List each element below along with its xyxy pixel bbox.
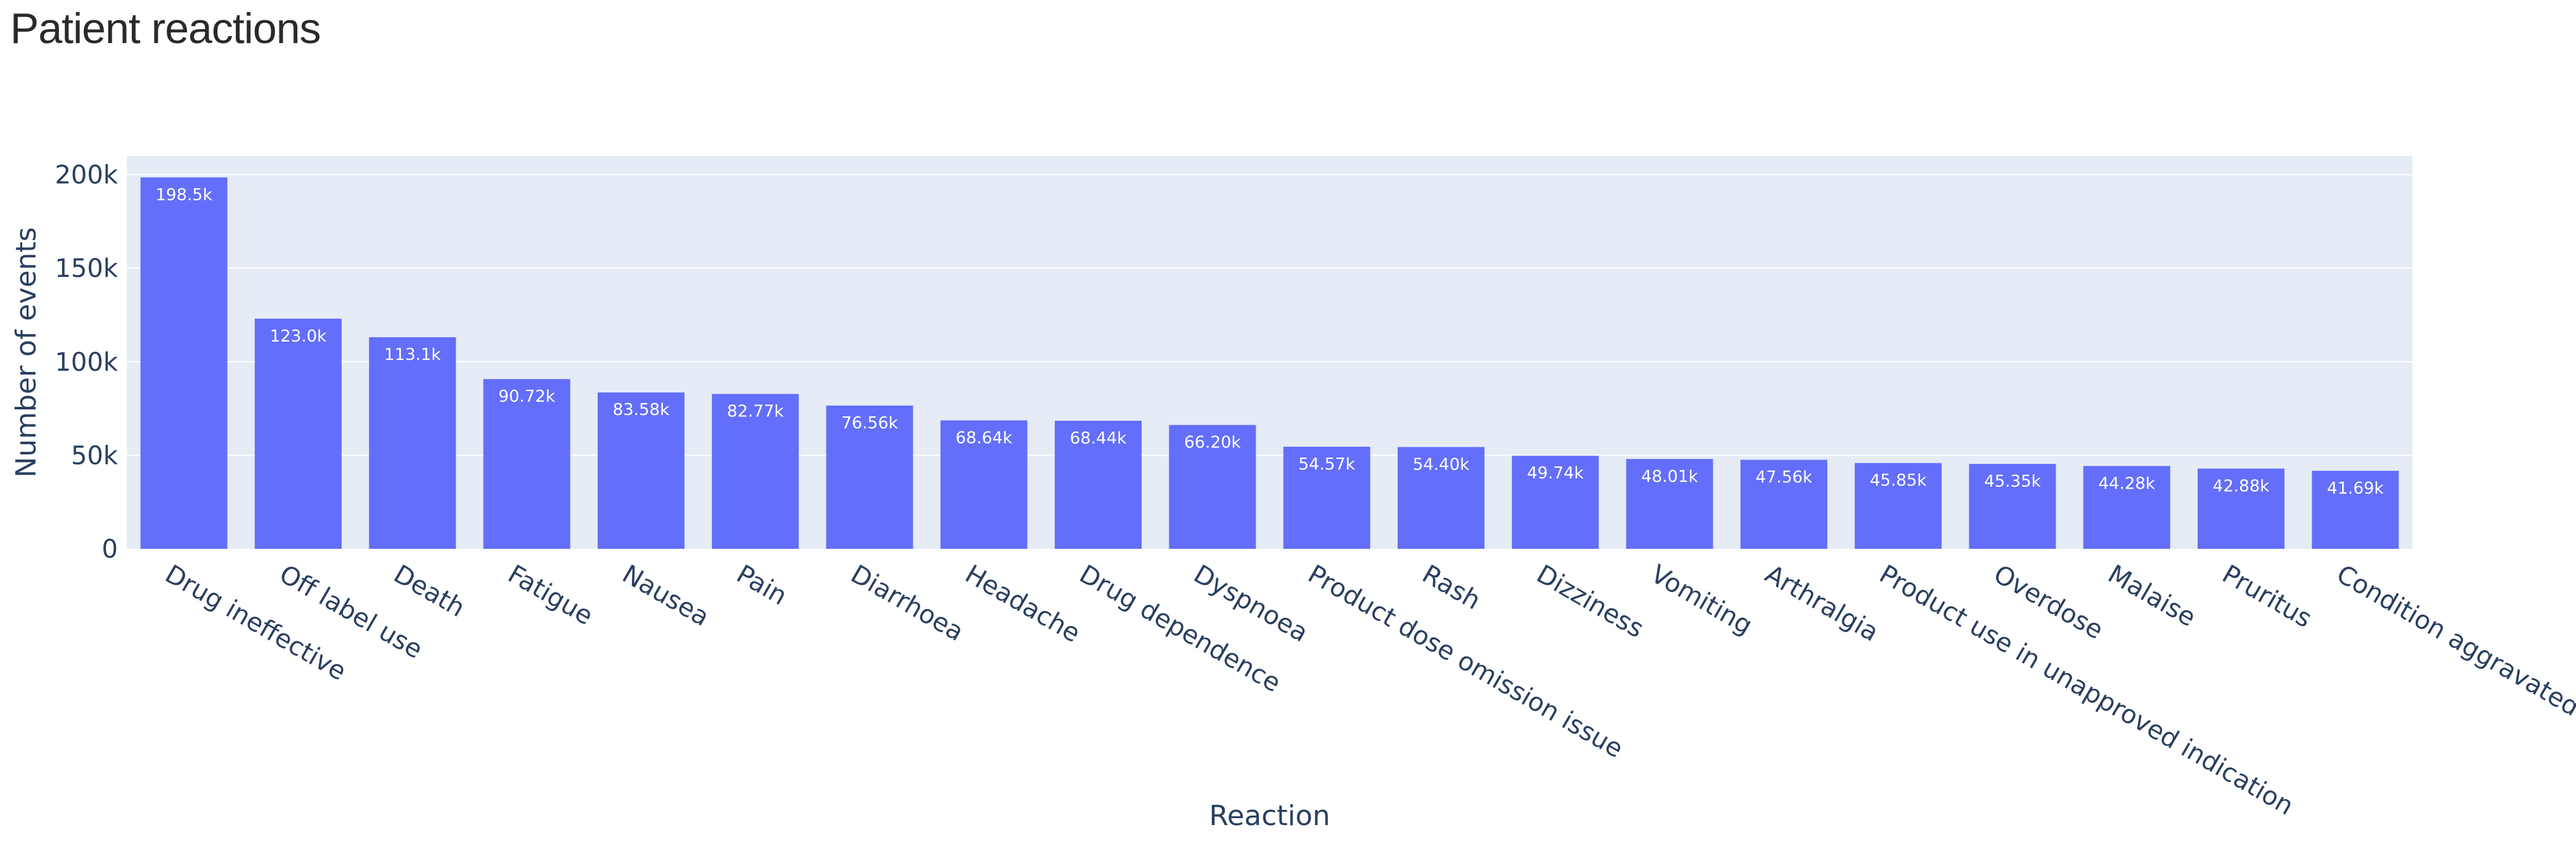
bar-series bbox=[140, 177, 2399, 549]
y-tick-label: 100k bbox=[55, 348, 118, 377]
x-tick-label: Fatigue bbox=[503, 560, 598, 631]
bar-value-label: 76.56k bbox=[841, 414, 898, 433]
bar[interactable] bbox=[1169, 425, 1256, 549]
x-tick-label: Condition aggravated bbox=[2331, 560, 2576, 722]
bar-value-label: 82.77k bbox=[727, 402, 784, 421]
bar[interactable] bbox=[1512, 456, 1599, 549]
bar-value-label: 49.74k bbox=[1527, 464, 1584, 483]
x-axis-title: Reaction bbox=[1209, 800, 1330, 832]
y-axis-ticks: 0 50k 100k 150k 200k bbox=[55, 161, 118, 564]
x-tick-label: Drug dependence bbox=[1074, 560, 1285, 698]
y-axis-title: Number of events bbox=[10, 227, 42, 477]
x-tick-label: Diarrhoea bbox=[846, 560, 968, 647]
y-tick-label: 200k bbox=[55, 161, 118, 190]
bar[interactable] bbox=[369, 337, 456, 549]
bar[interactable] bbox=[1969, 464, 2056, 549]
y-tick-label: 0 bbox=[102, 535, 118, 564]
bar-value-label: 198.5k bbox=[155, 186, 212, 205]
bar-value-label: 48.01k bbox=[1641, 467, 1698, 486]
bar-value-label: 47.56k bbox=[1756, 468, 1813, 487]
bar-value-label: 123.0k bbox=[270, 327, 327, 346]
bar[interactable] bbox=[1740, 459, 1827, 549]
x-tick-label: Headache bbox=[960, 560, 1085, 648]
bar[interactable] bbox=[140, 177, 228, 549]
bar-value-label: 42.88k bbox=[2213, 477, 2270, 496]
bar[interactable] bbox=[483, 379, 570, 549]
x-tick-label: Rash bbox=[1417, 560, 1486, 616]
x-tick-label: Vomiting bbox=[1646, 560, 1758, 641]
x-tick-label: Malaise bbox=[2103, 560, 2201, 632]
x-tick-label: Pruritus bbox=[2217, 560, 2317, 634]
bar-value-label: 66.20k bbox=[1184, 433, 1241, 452]
bar-value-label: 68.44k bbox=[1070, 429, 1127, 448]
x-tick-label: Product use in unapproved indication bbox=[1874, 560, 2298, 821]
bar[interactable] bbox=[254, 318, 342, 549]
chart-title: Patient reactions bbox=[10, 4, 321, 53]
bar-value-label: 54.40k bbox=[1413, 455, 1470, 474]
bar-value-label: 41.69k bbox=[2327, 479, 2384, 498]
y-tick-label: 150k bbox=[55, 254, 118, 283]
bar-value-label: 45.85k bbox=[1870, 471, 1927, 491]
bar-value-label: 44.28k bbox=[2099, 474, 2156, 493]
x-tick-label: Pain bbox=[731, 560, 792, 611]
bar[interactable] bbox=[1397, 447, 1484, 549]
bar-value-label: 83.58k bbox=[613, 401, 670, 420]
bar[interactable] bbox=[1283, 446, 1370, 549]
plot-area bbox=[127, 156, 2412, 549]
bar-value-label: 90.72k bbox=[498, 387, 555, 406]
bar[interactable] bbox=[826, 405, 913, 549]
x-tick-label: Arthralgia bbox=[1760, 560, 1883, 648]
bar[interactable] bbox=[2198, 468, 2285, 549]
x-tick-label: Dizziness bbox=[1531, 560, 1649, 644]
bar[interactable] bbox=[1055, 420, 1142, 549]
x-tick-label: Nausea bbox=[617, 560, 714, 632]
bar[interactable] bbox=[940, 420, 1027, 549]
bar-value-label: 68.64k bbox=[956, 428, 1013, 447]
x-tick-label: Death bbox=[389, 560, 470, 623]
bar[interactable] bbox=[1855, 463, 1942, 549]
bar-data-labels: 198.5k 123.0k 113.1k 90.72k 83.58k 82.77k 76.5… bbox=[155, 186, 2383, 498]
bar-value-label: 54.57k bbox=[1298, 455, 1355, 474]
bar[interactable] bbox=[712, 394, 799, 549]
bar[interactable] bbox=[2312, 470, 2399, 549]
y-tick-label: 50k bbox=[71, 441, 119, 470]
bar-value-label: 45.35k bbox=[1984, 472, 2041, 491]
bar[interactable] bbox=[597, 392, 685, 549]
bar-value-label: 113.1k bbox=[384, 345, 441, 364]
bar[interactable] bbox=[2083, 466, 2170, 549]
bar[interactable] bbox=[1626, 459, 1713, 549]
